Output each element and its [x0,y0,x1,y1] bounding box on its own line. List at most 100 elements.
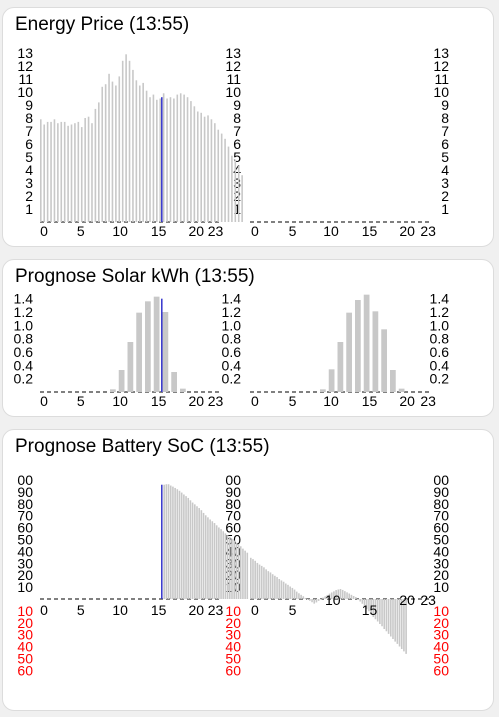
bar [152,94,155,222]
x-tick-label: 10 [323,223,339,239]
bar [74,123,76,222]
y-tick-label: 10 [433,603,449,619]
bar [50,121,52,222]
bar [405,599,407,654]
bar [269,572,272,599]
y-tick-label: 4 [233,162,241,178]
bar [178,490,181,599]
y-tick-label: 0.4 [430,357,450,373]
bar [328,593,331,599]
x-tick-label: 23 [420,393,436,409]
x-tick-label: 20 [399,393,415,409]
bar [214,123,216,222]
y-tick-label: 0.2 [430,371,450,387]
y-tick-label: 30 [433,555,449,571]
bar [394,599,396,642]
bar [145,301,151,392]
y-tick-label: 0.4 [222,357,242,373]
bar [169,485,172,599]
bar [260,565,263,599]
bar [282,581,285,599]
y-tick-label: 40 [225,639,241,655]
bar [135,80,138,222]
y-tick-label: 50 [433,531,449,547]
bar [179,93,182,222]
bar [60,121,63,222]
bar [302,596,305,599]
bar [165,484,168,599]
y-tick-label: 1.2 [222,304,242,320]
y-tick-label: 80 [17,496,33,512]
bar [398,599,401,647]
bar [169,97,172,222]
y-tick-label: 50 [433,651,449,667]
bar [237,166,240,222]
bar [239,546,242,599]
bar [173,98,175,222]
bar [317,599,320,601]
bar [295,591,298,599]
y-tick-label: 8 [441,110,449,126]
y-tick-label: 70 [225,508,241,524]
bar [209,519,211,599]
y-tick-label: 4 [25,162,33,178]
bar [125,54,127,222]
bar [156,99,158,222]
x-tick-label: 0 [40,602,48,618]
bar [285,583,287,599]
y-tick-label: 0.6 [14,344,34,360]
y-tick-label: 80 [433,496,449,512]
y-tick-label: 6 [233,136,241,152]
bar [363,599,366,607]
bar [222,531,225,599]
y-tick-label: 20 [17,615,33,631]
bar [379,599,381,624]
bar [136,312,142,392]
prognose-solar-chart: 0.2 0.2 0.20.4 0.4 0.40.6 0.6 0.60.8 0.8 0.81.0 1… [14,291,450,409]
y-tick-label: 20 [17,567,33,583]
x-tick-label: 5 [289,602,297,618]
y-tick-label: 1.2 [14,304,34,320]
bar [372,311,379,392]
y-tick-label: 5 [441,149,449,165]
y-tick-label: 30 [17,555,33,571]
x-tick-label: 5 [289,393,297,409]
bar [224,533,227,599]
bar [372,599,375,618]
x-tick-label: 0 [251,393,259,409]
bar [359,599,361,602]
x-tick-label: 10 [325,592,341,608]
bar [304,597,307,599]
y-tick-label: 9 [25,97,33,113]
bar [229,536,231,599]
card-title: Prognose Solar kWh (13:55) [15,266,255,287]
y-tick-label: 10 [17,603,33,619]
y-tick-label: 10 [225,84,241,100]
bar [370,599,372,615]
y-tick-label: 9 [233,97,241,113]
y-tick-label: 00 [17,472,33,488]
bar [196,111,199,222]
x-tick-label: 15 [362,223,378,239]
x-tick-label: 0 [40,393,48,409]
bar [355,597,357,599]
bar [383,599,386,629]
bar [162,93,165,222]
bar [207,517,209,599]
x-tick-label: 23 [208,223,224,239]
bar [207,115,209,222]
x-tick-label: 20 [188,602,204,618]
x-tick-label: 5 [77,223,85,239]
bar [231,155,233,222]
bar [320,599,322,600]
bar [203,116,206,222]
bar [339,589,342,599]
bar [311,599,313,603]
y-tick-label: 3 [233,175,241,191]
bar [132,69,134,223]
y-tick-label: 0.8 [14,331,34,347]
bar [91,123,93,222]
y-tick-label: 2 [25,188,33,204]
bar [385,599,388,632]
